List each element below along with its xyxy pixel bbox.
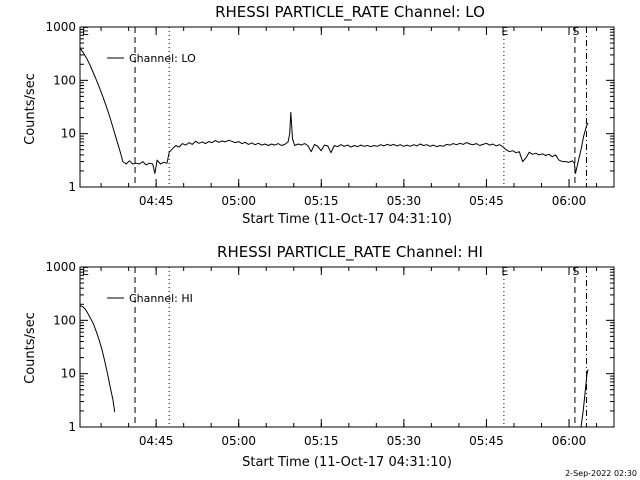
legend-label-lo: Channel: LO xyxy=(129,52,196,65)
x-axis-label-lo: Start Time (11-Oct-17 04:31:10) xyxy=(242,212,452,227)
y-tick-label: 100 xyxy=(53,73,76,87)
x-axis-label-hi: Start Time (11-Oct-17 04:31:10) xyxy=(242,455,452,470)
y-tick-label: 100 xyxy=(53,313,76,327)
y-tick-label: 1 xyxy=(68,420,76,434)
chart-panel-hi: RHESSI PARTICLE_RATE Channel: HI Start T… xyxy=(23,243,615,470)
y-tick-label: 1 xyxy=(68,180,76,194)
x-tick-label: 06:00 xyxy=(552,194,587,208)
chart-panel-lo: RHESSI PARTICLE_RATE Channel: LO Start T… xyxy=(23,3,615,227)
plot-frame-hi xyxy=(79,266,615,428)
y-tick-label: 1000 xyxy=(45,20,76,34)
plot-frame-lo xyxy=(79,26,615,188)
x-tick-label: 05:15 xyxy=(304,434,339,448)
y-tick-label: 10 xyxy=(61,367,76,381)
x-tick-label: 06:00 xyxy=(552,434,587,448)
series-line-hi xyxy=(580,369,589,428)
event-marker-label-lo: S xyxy=(572,25,579,38)
series-line-hi xyxy=(79,305,116,413)
x-tick-label: 05:15 xyxy=(304,194,339,208)
event-marker-label-hi: E xyxy=(82,265,89,278)
x-tick-label: 05:30 xyxy=(387,434,422,448)
y-tick-label: 1000 xyxy=(45,260,76,274)
y-axis-label-hi: Counts/sec xyxy=(23,312,38,384)
x-tick-label: 05:45 xyxy=(469,434,504,448)
x-tick-label: 04:45 xyxy=(139,434,174,448)
event-marker-label-hi: S xyxy=(572,265,579,278)
event-marker-label-lo: E xyxy=(501,25,508,38)
x-tick-label: 05:30 xyxy=(387,194,422,208)
chart-title-lo: RHESSI PARTICLE_RATE Channel: LO xyxy=(215,3,485,22)
y-axis-label-lo: Counts/sec xyxy=(23,73,38,145)
x-tick-label: 05:00 xyxy=(221,194,256,208)
x-tick-label: 05:00 xyxy=(221,434,256,448)
footer-date: 2-Sep-2022 02:30 xyxy=(565,469,637,478)
event-marker-label-hi: E xyxy=(501,265,508,278)
x-tick-label: 04:45 xyxy=(139,194,174,208)
event-marker-label-lo: E xyxy=(82,25,89,38)
x-tick-label: 05:45 xyxy=(469,194,504,208)
legend-label-hi: Channel: HI xyxy=(129,292,193,305)
chart-title-hi: RHESSI PARTICLE_RATE Channel: HI xyxy=(217,243,483,262)
y-tick-label: 10 xyxy=(61,127,76,141)
series-line-lo xyxy=(79,47,589,174)
